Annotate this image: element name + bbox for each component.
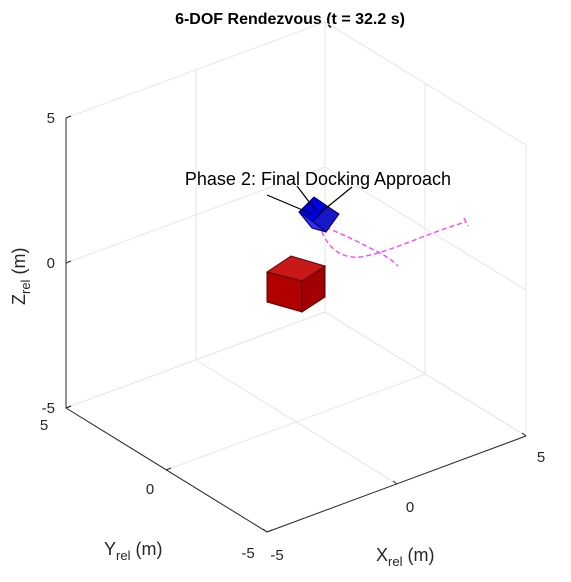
z-tick-label: -5 [42,400,55,417]
target-cube [265,255,327,313]
y-axis-label: Yrel (m) [104,539,162,563]
x-axis-label-base: X [376,545,388,565]
phase-annotation: Phase 2: Final Docking Approach [185,169,451,189]
x-tick [262,528,268,533]
y-tick-label: -5 [241,545,254,562]
y-tick [266,529,273,533]
trajectory-path [463,217,469,227]
z-tick-label: 0 [47,255,55,272]
trajectory-path [317,224,399,267]
chaser-cube-bottom-face [298,211,327,233]
body-axis-line [319,186,353,214]
z-axis-label: Zrel (m) [9,248,33,305]
z-axis-label-unit: (m) [9,248,29,280]
y-tick-label: 5 [40,417,48,434]
x-tick-label: -5 [270,547,283,564]
chart-title: 6-DOF Rendezvous (t = 32.2 s) [175,11,405,28]
z-axis-label-sub: rel [18,279,33,294]
z-tick [65,260,72,264]
trajectory [317,215,469,267]
chaser-body-axes [266,185,353,215]
x-tick-label: 0 [406,499,414,516]
y-axis-label-unit: (m) [130,539,162,559]
body-axis-line [296,185,317,212]
x-axis-label: Xrel (m) [376,545,434,569]
x-axis-label-sub: rel [388,554,403,569]
axes [65,115,527,533]
y-tick [65,405,72,409]
z-tick [65,115,72,119]
grid-line [195,359,398,485]
x-axis-label-unit: (m) [402,545,434,565]
z-tick-label: 5 [47,110,55,127]
x-tick [392,480,398,485]
target-cube-right-face [301,265,326,313]
trajectory-path [317,215,467,258]
y-axis-label-sub: rel [116,548,131,563]
body-axis-line [266,194,313,215]
chaser-cube [298,196,340,233]
x-tick [521,432,527,437]
x-tick-label: 5 [537,449,545,466]
y-tick-label: 0 [146,481,154,498]
z-axis-label-base: Z [9,294,29,305]
y-tick [165,467,172,471]
y-axis-label-base: Y [104,539,116,559]
